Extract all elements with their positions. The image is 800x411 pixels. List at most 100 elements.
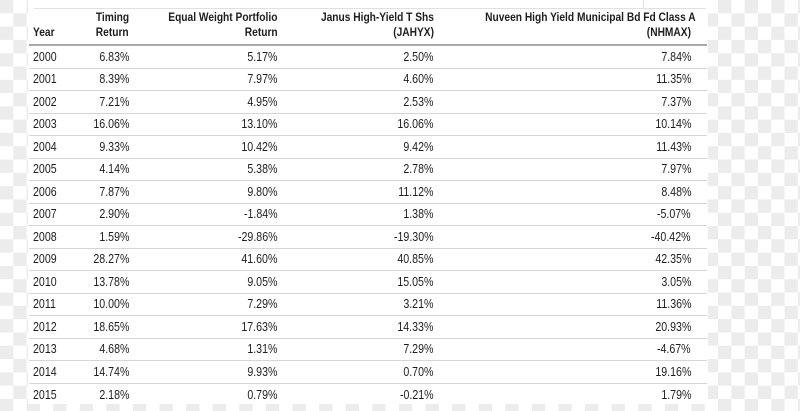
- jahyx-return-value: 11.12%: [398, 184, 434, 199]
- year-cell: 2001: [29, 68, 80, 91]
- timing-return-value: 9.33%: [99, 139, 130, 154]
- equal-weight-return-cell: 7.97%: [143, 68, 292, 91]
- timing-return-value: 4.68%: [99, 342, 130, 357]
- year-value: 2000: [33, 49, 57, 64]
- year-cell: 2004: [29, 135, 80, 159]
- timing-return-cell: 2.18%: [79, 383, 143, 404]
- jahyx-return-value: 4.60%: [403, 72, 434, 87]
- year-cell: 2006: [29, 180, 80, 204]
- year-value: 2007: [33, 207, 57, 222]
- nhmax-return-cell: 7.97%: [447, 158, 707, 181]
- equal-weight-return-cell: 9.80%: [143, 180, 292, 204]
- column-header-label: (NHMAX): [646, 25, 691, 39]
- jahyx-return-value: -0.21%: [399, 387, 434, 402]
- year-cell: 2010: [29, 270, 80, 294]
- nhmax-return-value: -40.42%: [651, 229, 691, 244]
- equal-weight-return-value: 13.10%: [241, 117, 278, 132]
- column-header-label: Year: [33, 25, 55, 39]
- year-value: 2011: [33, 297, 56, 312]
- column-header-label: Nuveen High Yield Municipal Bd Fd Class …: [484, 10, 696, 24]
- nhmax-return-value: 10.14%: [654, 117, 691, 132]
- table-row: 2015 2.18% 0.79% -0.21% 1.79%: [29, 383, 707, 404]
- nhmax-return-cell: 19.16%: [447, 360, 707, 384]
- nhmax-return-value: 19.16%: [654, 364, 691, 379]
- year-cell: 2014: [29, 360, 80, 384]
- year-value: 2010: [33, 274, 57, 289]
- jahyx-return-cell: 16.06%: [291, 113, 448, 136]
- jahyx-return-cell: -0.21%: [291, 383, 447, 404]
- nhmax-return-value: 11.43%: [655, 139, 691, 154]
- timing-return-value: 16.06%: [93, 117, 130, 132]
- jahyx-return-cell: 1.38%: [291, 203, 448, 226]
- jahyx-return-cell: 2.78%: [291, 158, 448, 181]
- year-cell: 2009: [29, 248, 80, 271]
- nhmax-return-value: -4.67%: [657, 342, 691, 357]
- jahyx-return-value: 2.78%: [403, 162, 434, 177]
- year-cell: 2012: [29, 315, 80, 339]
- equal-weight-return-cell: 7.29%: [143, 293, 292, 316]
- equal-weight-return-cell: 9.93%: [143, 360, 292, 384]
- nhmax-return-value: 20.93%: [654, 319, 691, 334]
- year-cell: 2000: [29, 45, 80, 69]
- year-value: 2009: [33, 252, 57, 267]
- equal-weight-return-cell: 1.31%: [143, 338, 292, 361]
- equal-weight-return-value: 7.29%: [247, 297, 278, 312]
- timing-return-cell: 9.33%: [79, 135, 144, 159]
- nhmax-return-cell: -5.07%: [447, 203, 707, 226]
- nhmax-return-value: 7.84%: [660, 49, 691, 64]
- year-cell: 2013: [29, 338, 80, 361]
- table-row: 2006 7.87% 9.80% 11.12% 8.48%: [29, 180, 707, 204]
- timing-return-value: 8.39%: [99, 72, 130, 87]
- year-value: 2003: [33, 117, 57, 132]
- column-header-label: Equal Weight Portfolio: [168, 10, 278, 24]
- column-header-nhmax: Nuveen High Yield Municipal Bd Fd Class …: [447, 8, 707, 46]
- nhmax-return-cell: 11.43%: [447, 135, 707, 159]
- jahyx-return-cell: 9.42%: [291, 135, 448, 159]
- jahyx-return-value: 7.29%: [403, 342, 434, 357]
- jahyx-return-cell: 3.21%: [291, 293, 448, 316]
- timing-return-cell: 4.14%: [79, 158, 144, 181]
- nhmax-return-cell: 1.79%: [448, 383, 707, 404]
- jahyx-return-cell: -19.30%: [291, 225, 448, 249]
- jahyx-return-cell: 11.12%: [291, 180, 448, 204]
- nhmax-return-cell: 10.14%: [447, 113, 707, 136]
- equal-weight-return-value: 41.60%: [241, 252, 278, 267]
- table-row: 2009 28.27% 41.60% 40.85% 42.35%: [29, 248, 707, 271]
- nhmax-return-cell: 3.05%: [447, 270, 707, 294]
- timing-return-cell: 16.06%: [79, 113, 144, 136]
- jahyx-return-cell: 40.85%: [291, 248, 448, 271]
- table-panel: Year Timing Return Equal Weight Portfoli…: [28, 0, 708, 404]
- nhmax-return-cell: 42.35%: [447, 248, 707, 271]
- column-header-jahyx: Janus High-Yield T Shs (JAHYX): [291, 8, 448, 46]
- jahyx-return-cell: 2.50%: [291, 45, 448, 69]
- column-header-label: Janus High-Yield T Shs: [320, 10, 434, 24]
- table-row: 2001 8.39% 7.97% 4.60% 11.35%: [29, 68, 707, 91]
- timing-return-value: 7.87%: [99, 184, 130, 199]
- equal-weight-return-value: 17.63%: [241, 319, 278, 334]
- column-header-equal-weight-portfolio: Equal Weight Portfolio Return: [143, 8, 292, 46]
- nhmax-return-value: 11.36%: [655, 297, 691, 312]
- table-row: 2002 7.21% 4.95% 2.53% 7.37%: [29, 90, 707, 114]
- timing-return-value: 18.65%: [93, 319, 130, 334]
- year-cell: 2005: [29, 158, 80, 181]
- jahyx-return-value: 2.53%: [403, 94, 434, 109]
- equal-weight-return-value: 10.42%: [241, 139, 278, 154]
- equal-weight-return-value: -29.86%: [237, 229, 278, 244]
- nhmax-return-value: 42.35%: [654, 252, 691, 267]
- nhmax-return-value: -5.07%: [657, 207, 691, 222]
- jahyx-return-value: -19.30%: [394, 229, 434, 244]
- table-row: 2005 4.14% 5.38% 2.78% 7.97%: [29, 158, 707, 181]
- nhmax-return-value: 8.48%: [660, 184, 691, 199]
- nhmax-return-cell: 7.37%: [447, 90, 707, 114]
- equal-weight-return-value: 5.38%: [247, 162, 278, 177]
- year-value: 2012: [33, 319, 57, 334]
- nhmax-return-cell: 11.35%: [447, 68, 707, 91]
- table-body: 2000 6.83% 5.17% 2.50% 7.84% 2001 8.39% …: [29, 45, 707, 404]
- column-header-label: Return: [244, 25, 278, 39]
- equal-weight-return-value: 4.95%: [247, 94, 278, 109]
- nhmax-return-cell: -40.42%: [447, 225, 707, 249]
- timing-return-cell: 8.39%: [79, 68, 144, 91]
- table-header-row: Year Timing Return Equal Weight Portfoli…: [29, 8, 707, 46]
- nhmax-return-value: 3.05%: [660, 274, 691, 289]
